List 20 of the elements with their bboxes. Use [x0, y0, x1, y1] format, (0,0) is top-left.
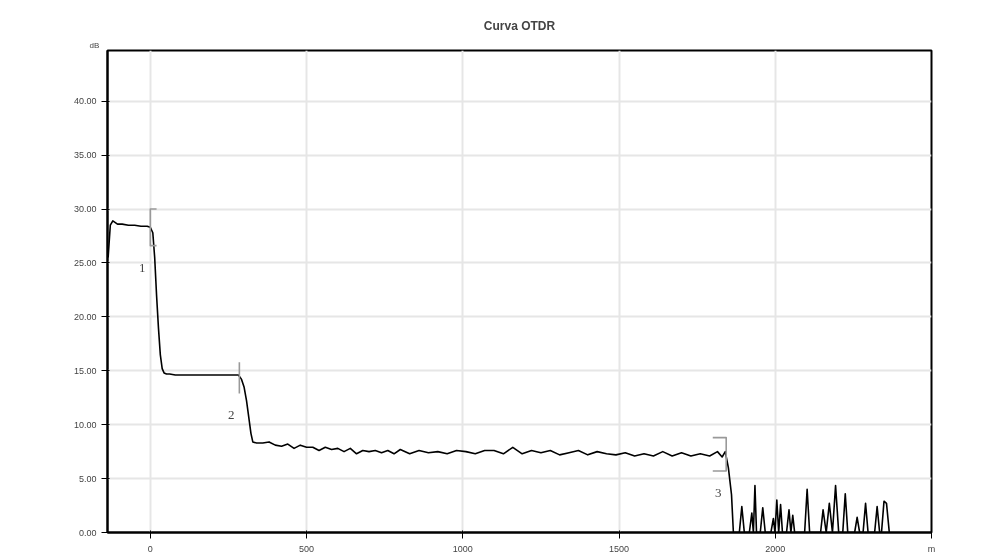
annotation: 2: [228, 407, 235, 423]
chart-title: Curva OTDR: [483, 18, 556, 33]
x-tick-label: 1500: [609, 543, 630, 554]
y-tick-label: 15.00: [73, 365, 97, 376]
y-tick-label: 40.00: [73, 96, 97, 107]
y-tick-label: 5.00: [78, 473, 97, 484]
y-tick-label: 0.00: [78, 527, 97, 538]
y-tick-label: 30.00: [73, 204, 97, 215]
x-tick-label: 500: [299, 543, 315, 554]
x-tick-label: 0: [147, 543, 153, 554]
annotation: 3: [714, 485, 722, 501]
annotation: 1: [139, 259, 146, 275]
x-tick-label: 1000: [452, 543, 473, 554]
y-axis-title: dB: [89, 40, 100, 50]
y-tick-label: 10.00: [73, 419, 97, 430]
x-tick-label: m: [927, 543, 936, 554]
x-tick-label: 2000: [765, 543, 786, 554]
y-tick-label: 35.00: [73, 150, 97, 161]
y-tick-label: 25.00: [73, 257, 97, 268]
y-tick-label: 20.00: [73, 311, 97, 322]
